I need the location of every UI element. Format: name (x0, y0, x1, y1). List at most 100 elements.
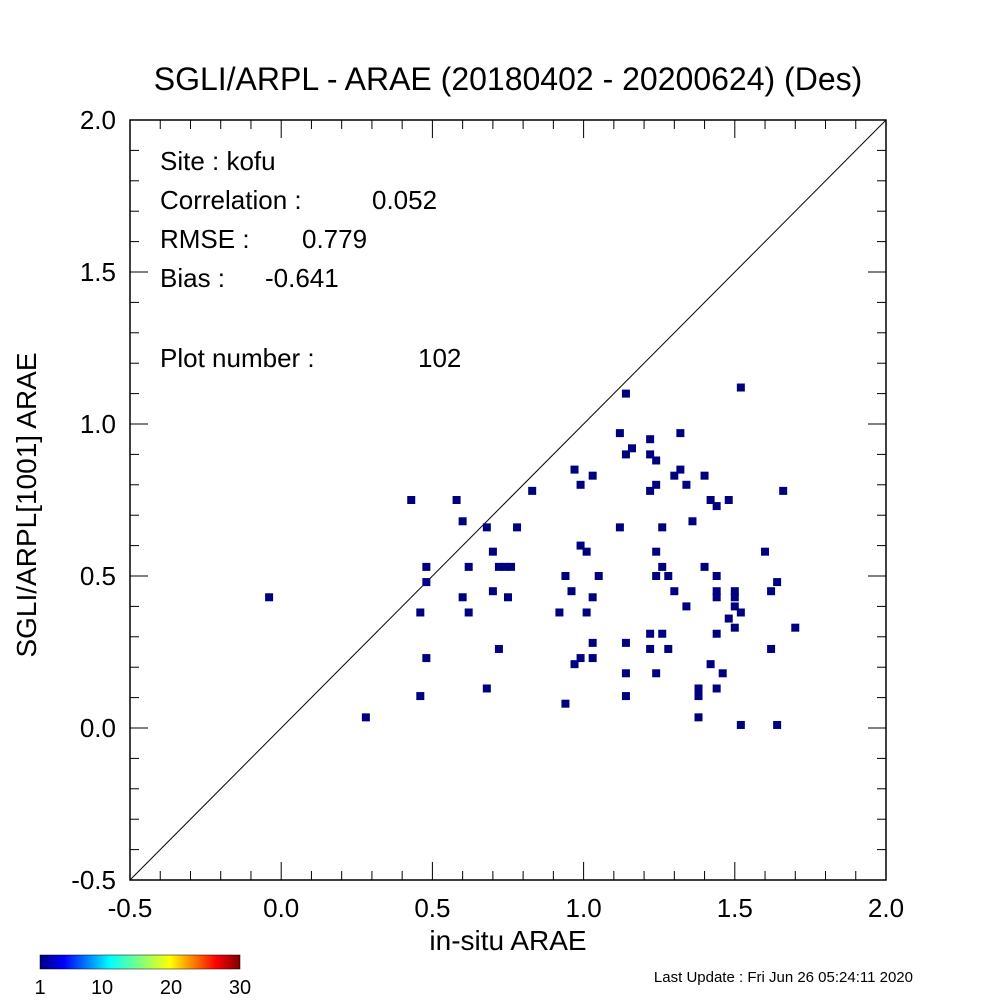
stat-plot-number-label: Plot number : (160, 343, 315, 373)
data-point (682, 602, 691, 611)
data-point (507, 562, 516, 571)
data-point (576, 541, 585, 550)
data-point (588, 638, 597, 647)
data-point (627, 444, 636, 453)
data-point (652, 669, 661, 678)
data-point (494, 562, 503, 571)
data-point (646, 629, 655, 638)
data-point (452, 496, 461, 504)
chart-title: SGLI/ARPL - ARAE (20180402 - 20200624) (… (154, 61, 863, 97)
data-point (652, 456, 661, 465)
x-tick-label: -0.5 (108, 893, 153, 923)
data-point (561, 699, 570, 708)
stat-rmse-label: RMSE : (160, 224, 250, 254)
data-point (646, 450, 655, 459)
data-point (561, 572, 570, 580)
colorbar-tick-label: 1 (34, 977, 45, 999)
data-point (670, 587, 679, 596)
data-point (464, 608, 473, 617)
data-point (718, 669, 727, 678)
y-tick-labels: -0.5 0.0 0.5 1.0 1.5 2.0 (71, 105, 116, 895)
data-point (646, 486, 655, 495)
last-update-text: Last Update : Fri Jun 26 05:24:11 2020 (654, 969, 913, 986)
data-point (676, 465, 685, 474)
data-point (730, 602, 739, 611)
data-point (488, 547, 497, 556)
data-point (779, 486, 788, 495)
data-point (594, 572, 603, 580)
data-point (582, 547, 591, 556)
data-point (730, 623, 739, 632)
data-point (464, 562, 473, 571)
y-tick-label: 0.5 (80, 561, 116, 591)
data-point (736, 383, 745, 392)
x-tick-labels: -0.5 0.0 0.5 1.0 1.5 2.0 (108, 893, 904, 923)
data-point (458, 593, 467, 602)
stat-plot-number-value: 102 (418, 343, 461, 373)
data-point (361, 713, 370, 722)
data-point (422, 654, 431, 663)
data-point (688, 517, 697, 526)
data-point (694, 692, 703, 701)
data-point (706, 496, 715, 504)
data-point (458, 517, 467, 526)
data-point (712, 572, 721, 580)
data-point (513, 523, 522, 532)
data-point (773, 720, 782, 729)
x-axis-label: in-situ ARAE (429, 925, 586, 956)
stat-bias-value: -0.641 (265, 263, 339, 293)
data-point (658, 562, 667, 571)
data-point (730, 593, 739, 602)
data-point (724, 614, 733, 623)
data-point (422, 578, 431, 587)
x-tick-label: 2.0 (868, 893, 904, 923)
x-tick-label: 1.0 (566, 893, 602, 923)
data-point (664, 644, 673, 653)
data-point (570, 465, 579, 474)
data-point (712, 593, 721, 602)
plot-frame (129, 119, 887, 881)
data-point (615, 429, 624, 438)
data-point (588, 471, 597, 480)
data-point (736, 720, 745, 729)
data-point (500, 562, 509, 571)
data-point (488, 587, 497, 596)
stat-correlation-label: Correlation : (160, 185, 302, 215)
data-point (670, 471, 679, 480)
axis-ticks (129, 119, 887, 881)
data-point (615, 523, 624, 532)
data-point (528, 486, 537, 495)
data-point (576, 480, 585, 489)
data-point (767, 587, 776, 596)
data-point (482, 523, 491, 532)
data-point (416, 608, 425, 617)
data-point (694, 713, 703, 722)
stat-rmse-value: 0.779 (302, 224, 367, 254)
colorbar-tick-labels: 1 10 20 30 (34, 977, 251, 999)
data-point (652, 572, 661, 580)
data-point (712, 629, 721, 638)
data-point (588, 593, 597, 602)
y-tick-label: 1.0 (80, 409, 116, 439)
y-tick-label: 1.5 (80, 257, 116, 287)
colorbar-tick-label: 30 (229, 977, 251, 999)
data-point (582, 608, 591, 617)
data-point (712, 587, 721, 596)
colorbar-tick-label: 20 (160, 977, 182, 999)
stat-site: Site : kofu (160, 146, 276, 176)
y-axis-label: SGLI/ARPL[1001] ARAE (11, 352, 42, 657)
data-point (664, 572, 673, 580)
data-point (588, 654, 597, 663)
data-point (658, 629, 667, 638)
data-point (567, 587, 576, 596)
data-points (265, 383, 800, 729)
data-point (761, 547, 770, 556)
data-point (494, 644, 503, 653)
data-point (767, 644, 776, 653)
data-point (621, 692, 630, 701)
data-point (652, 547, 661, 556)
data-point (555, 608, 564, 617)
colorbar (39, 954, 241, 970)
data-point (791, 623, 800, 632)
